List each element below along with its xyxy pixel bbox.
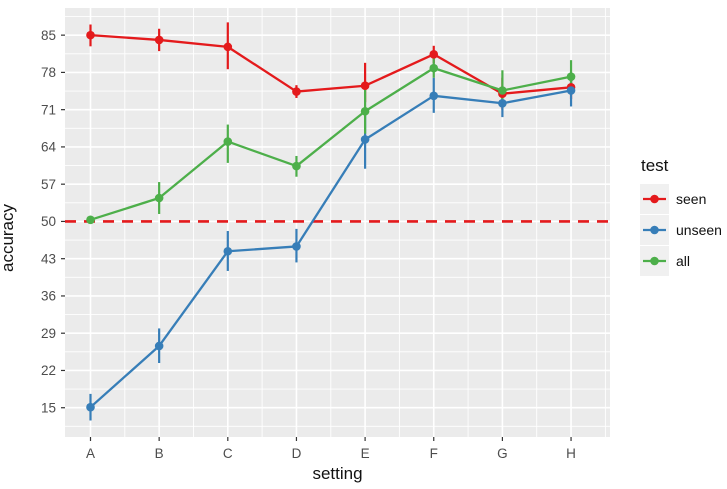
x-tick-label: A (86, 446, 95, 461)
line-unseen (89, 89, 572, 409)
point-unseen-B (154, 341, 164, 351)
x-tick-label: H (566, 446, 576, 461)
legend-key-point (650, 194, 659, 204)
point-unseen-F (429, 91, 439, 101)
point-all-F (429, 63, 439, 73)
point-all-G (498, 86, 507, 95)
legend-key-glyph (640, 215, 669, 245)
point-seen-D (292, 87, 301, 96)
x-tick-label: D (292, 446, 302, 461)
point-unseen-H (566, 86, 576, 95)
point-all-H (566, 72, 576, 81)
point-all-C (223, 137, 233, 146)
legend-label-all: all (676, 253, 691, 269)
point-unseen-A (86, 402, 95, 412)
legend-key-point (650, 225, 659, 235)
x-tick-label: G (497, 446, 508, 461)
legend-item-unseen: unseen (640, 215, 726, 245)
y-tick-label: 29 (41, 326, 56, 341)
legend-label-seen: seen (676, 191, 707, 207)
x-tick-label: F (430, 446, 438, 461)
y-tick-label: 64 (41, 140, 57, 155)
y-tick-label: 71 (41, 102, 56, 117)
point-all-B (154, 193, 164, 203)
legend-key-point (650, 256, 659, 266)
y-tick-label: 22 (41, 363, 56, 378)
point-unseen-C (223, 246, 233, 256)
point-all-D (292, 161, 301, 171)
point-seen-C (223, 42, 233, 52)
point-unseen-D (292, 242, 301, 251)
x-tick-label: B (155, 446, 164, 461)
legend-item-all: all (640, 246, 726, 276)
y-tick-label: 50 (41, 214, 56, 229)
line-all (90, 66, 572, 221)
y-tick-label: 57 (41, 177, 56, 192)
point-unseen-E (360, 135, 370, 144)
legend-title: test (641, 156, 669, 175)
legend-key-unseen-icon (640, 215, 669, 245)
legend-key-glyph (640, 246, 669, 276)
y-tick-label: 15 (41, 400, 56, 415)
legend: test seen unseen all (640, 156, 726, 277)
point-all-E (360, 106, 370, 116)
legend-key-glyph (640, 184, 669, 214)
x-tick-label: C (223, 446, 233, 461)
x-tick-label: E (361, 446, 370, 461)
point-all-A (86, 215, 95, 225)
point-seen-E (360, 81, 370, 91)
legend-items: seen unseen all (640, 184, 726, 276)
legend-item-seen: seen (640, 184, 726, 214)
point-seen-B (154, 35, 164, 45)
legend-label-unseen: unseen (676, 222, 722, 238)
y-tick-label: 85 (41, 28, 56, 43)
x-axis-title: setting (312, 464, 363, 483)
point-seen-A (86, 30, 95, 40)
y-tick-label: 36 (41, 289, 56, 304)
point-seen-F (429, 50, 439, 59)
point-unseen-G (498, 98, 507, 108)
legend-key-seen-icon (640, 184, 669, 214)
y-tick-label: 78 (41, 65, 56, 80)
legend-key-all-icon (640, 246, 669, 276)
y-tick-label: 43 (41, 251, 56, 266)
y-axis-title: accuracy (0, 203, 17, 273)
